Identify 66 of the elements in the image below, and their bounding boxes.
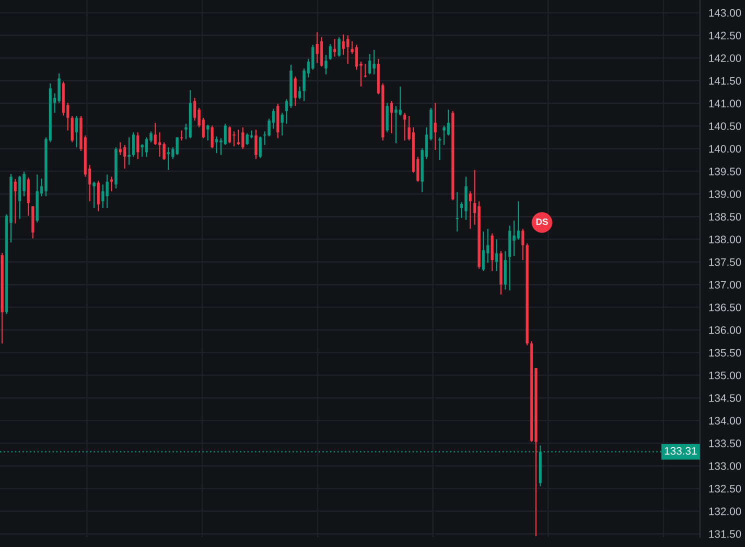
candlestick [364, 63, 367, 78]
y-tick-label: 139.50 [709, 168, 742, 176]
candlestick [368, 53, 372, 75]
candlestick [136, 132, 140, 160]
candlestick [342, 34, 345, 56]
candlestick [372, 49, 376, 75]
candlestick [167, 146, 170, 170]
candlestick [92, 181, 96, 209]
y-tick-label: 135.00 [709, 372, 742, 380]
y-tick-label: 141.00 [709, 100, 742, 108]
candlestick [232, 130, 236, 147]
candlestick [254, 129, 258, 160]
candlestick [495, 238, 498, 272]
y-tick-label: 134.50 [709, 394, 742, 402]
candlestick [338, 36, 340, 58]
candlestick [193, 97, 196, 122]
y-tick-label: 135.50 [709, 348, 742, 357]
annotation: DS [536, 218, 548, 225]
candlestick [162, 142, 166, 161]
y-tick-label: 136.50 [709, 304, 742, 312]
candlestick [128, 136, 130, 166]
candlestick [298, 86, 302, 100]
ref-line-label: 133.31 [664, 447, 697, 455]
candlestick [438, 136, 442, 161]
candlestick [171, 146, 174, 160]
y-tick-label: 131.50 [709, 530, 742, 538]
y-tick-label: 137.00 [709, 280, 742, 289]
candlestick [394, 105, 398, 144]
candlestick [521, 228, 524, 261]
y-tick-label: 134.00 [709, 416, 742, 425]
candlestick [237, 129, 240, 146]
candlestick [390, 100, 393, 134]
y-tick-label: 141.50 [709, 77, 742, 85]
candlestick [22, 171, 26, 197]
candlestick [75, 115, 78, 148]
candlestick [311, 44, 314, 70]
candlestick [210, 124, 214, 149]
candlestick [118, 142, 122, 156]
y-tick-label: 140.50 [709, 122, 742, 130]
candlestick [58, 72, 60, 104]
candlestick [482, 231, 485, 272]
candlestick [27, 177, 30, 216]
y-tick-label: 132.00 [709, 508, 742, 516]
candlestick [88, 164, 92, 202]
y-tick-label: 132.50 [709, 484, 742, 493]
candlestick [97, 180, 100, 212]
candlestick [106, 174, 109, 209]
y-tick-label: 133.50 [709, 440, 742, 448]
candlestick [280, 112, 284, 136]
y-tick-label: 136.00 [709, 326, 742, 334]
candlestick [456, 192, 459, 232]
y-tick-label: 138.50 [709, 212, 742, 221]
y-tick-label: 137.50 [709, 258, 742, 266]
y-tick-label: 139.00 [709, 190, 742, 198]
candlestick [228, 126, 232, 144]
y-tick-label: 138.00 [709, 236, 742, 244]
candlestick [132, 132, 135, 158]
candlestick [328, 43, 332, 60]
y-tick-label: 143.00 [709, 9, 742, 17]
candlestick [241, 126, 244, 150]
candlestick [110, 176, 113, 192]
y-tick-label: 142.00 [709, 54, 742, 62]
y-tick-label: 140.00 [709, 145, 742, 153]
candlestick [324, 54, 328, 75]
y-tick-label: 142.50 [709, 32, 742, 40]
y-tick-label: 133.00 [709, 462, 742, 470]
